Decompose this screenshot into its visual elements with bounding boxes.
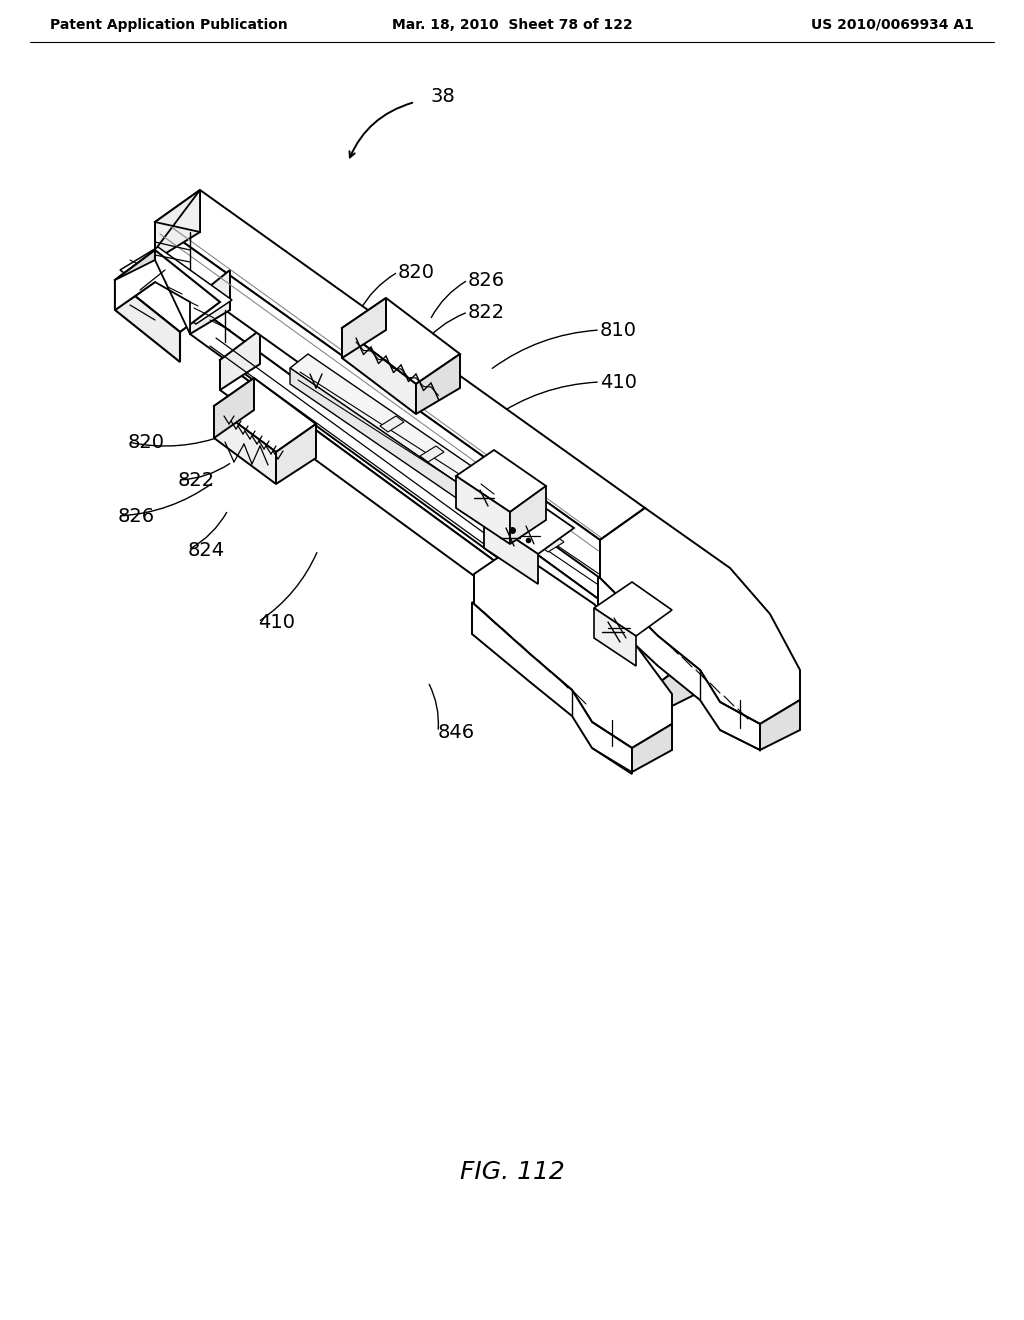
Text: US 2010/0069934 A1: US 2010/0069934 A1 bbox=[811, 18, 974, 32]
Polygon shape bbox=[115, 249, 155, 310]
Polygon shape bbox=[220, 330, 700, 682]
Text: 824: 824 bbox=[188, 540, 225, 560]
Text: 822: 822 bbox=[178, 470, 215, 490]
Polygon shape bbox=[276, 424, 316, 484]
Text: 810: 810 bbox=[600, 321, 637, 339]
Polygon shape bbox=[190, 302, 630, 653]
Polygon shape bbox=[115, 280, 180, 362]
Text: 846: 846 bbox=[438, 722, 475, 742]
Polygon shape bbox=[632, 723, 672, 772]
Text: 820: 820 bbox=[398, 263, 435, 281]
Polygon shape bbox=[342, 327, 416, 414]
Polygon shape bbox=[600, 508, 800, 723]
Polygon shape bbox=[598, 578, 760, 750]
Text: 820: 820 bbox=[128, 433, 165, 451]
Text: 826: 826 bbox=[468, 271, 505, 289]
Polygon shape bbox=[155, 190, 645, 540]
Polygon shape bbox=[416, 354, 460, 414]
Polygon shape bbox=[456, 450, 546, 512]
Text: Mar. 18, 2010  Sheet 78 of 122: Mar. 18, 2010 Sheet 78 of 122 bbox=[391, 18, 633, 32]
Polygon shape bbox=[155, 190, 200, 260]
Polygon shape bbox=[155, 190, 200, 249]
Polygon shape bbox=[220, 360, 660, 711]
Polygon shape bbox=[600, 508, 645, 578]
Polygon shape bbox=[342, 298, 460, 384]
Polygon shape bbox=[460, 477, 484, 492]
Polygon shape bbox=[120, 247, 232, 323]
Polygon shape bbox=[214, 407, 276, 484]
Polygon shape bbox=[290, 354, 556, 539]
Text: Patent Application Publication: Patent Application Publication bbox=[50, 18, 288, 32]
Text: 410: 410 bbox=[258, 612, 295, 631]
Polygon shape bbox=[456, 477, 510, 544]
Polygon shape bbox=[380, 416, 404, 432]
Text: 826: 826 bbox=[118, 507, 155, 525]
Polygon shape bbox=[660, 652, 700, 711]
Polygon shape bbox=[500, 506, 524, 521]
Polygon shape bbox=[214, 378, 316, 451]
Polygon shape bbox=[420, 446, 444, 462]
Polygon shape bbox=[290, 368, 538, 554]
Polygon shape bbox=[190, 271, 230, 334]
Polygon shape bbox=[220, 330, 260, 389]
Polygon shape bbox=[115, 249, 220, 333]
Polygon shape bbox=[115, 260, 190, 334]
Polygon shape bbox=[510, 486, 546, 544]
Polygon shape bbox=[214, 378, 254, 438]
Polygon shape bbox=[472, 602, 632, 774]
Text: 822: 822 bbox=[468, 302, 505, 322]
Polygon shape bbox=[594, 582, 672, 636]
Polygon shape bbox=[760, 700, 800, 750]
Polygon shape bbox=[190, 271, 670, 622]
Text: 846: 846 bbox=[700, 581, 737, 599]
Polygon shape bbox=[484, 492, 574, 554]
Polygon shape bbox=[342, 298, 386, 358]
Polygon shape bbox=[630, 590, 670, 653]
Text: FIG. 112: FIG. 112 bbox=[460, 1160, 564, 1184]
Text: 410: 410 bbox=[600, 372, 637, 392]
Polygon shape bbox=[155, 222, 600, 578]
Polygon shape bbox=[594, 609, 636, 667]
Text: 38: 38 bbox=[430, 87, 455, 106]
Polygon shape bbox=[474, 548, 672, 748]
Polygon shape bbox=[540, 536, 564, 552]
Polygon shape bbox=[484, 517, 538, 583]
